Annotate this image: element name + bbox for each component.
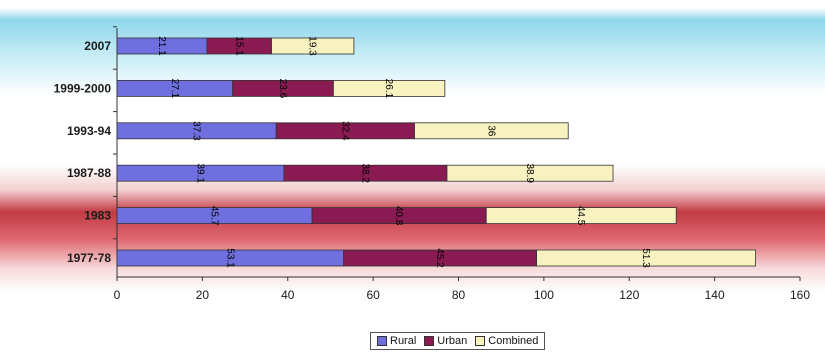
category-label: 1987-88 — [67, 166, 111, 180]
legend: Rural Urban Combined — [370, 332, 546, 350]
bar-combined — [485, 207, 677, 225]
data-label: 38.2 — [359, 163, 370, 183]
x-tick-label: 120 — [619, 288, 639, 302]
data-label: 53.1 — [224, 248, 235, 268]
x-tick-label: 0 — [114, 288, 121, 302]
data-label: 38.9 — [524, 163, 535, 183]
data-label: 19.3 — [307, 36, 318, 56]
data-label: 45.7 — [209, 206, 220, 226]
category-label: 2007 — [84, 39, 111, 53]
bar-combined — [414, 122, 569, 140]
data-label: 39.1 — [194, 163, 205, 183]
legend-label-combined: Combined — [488, 335, 539, 347]
legend-item-combined: Combined — [475, 335, 538, 347]
data-label: 45.2 — [434, 248, 445, 268]
category-label: 1983 — [84, 209, 111, 223]
legend-item-rural: Rural — [377, 335, 416, 347]
x-tick-label: 60 — [366, 288, 380, 302]
x-tick-label: 160 — [790, 288, 810, 302]
bar-combined — [446, 164, 614, 182]
data-label: 40.8 — [393, 206, 404, 226]
data-label: 51.3 — [640, 248, 651, 268]
data-label: 15.1 — [233, 36, 244, 56]
legend-label-urban: Urban — [437, 335, 468, 347]
data-label: 21.1 — [156, 36, 167, 56]
category-label: 1999-2000 — [54, 81, 112, 95]
data-label: 27.1 — [169, 79, 180, 99]
data-label: 36 — [485, 125, 496, 137]
x-tick-label: 80 — [452, 288, 466, 302]
legend-swatch-combined — [475, 336, 486, 346]
legend-item-urban: Urban — [424, 335, 467, 347]
data-label: 37.3 — [191, 121, 202, 141]
x-tick-label: 140 — [705, 288, 725, 302]
data-label: 23.6 — [277, 79, 288, 99]
data-label: 32.4 — [339, 121, 350, 141]
x-tick-label: 40 — [281, 288, 295, 302]
bar-combined — [271, 37, 355, 55]
category-label: 1977-78 — [67, 251, 111, 265]
x-tick-label: 100 — [534, 288, 554, 302]
legend-swatch-rural — [377, 336, 387, 346]
x-tick-label: 20 — [196, 288, 210, 302]
bar-combined — [536, 249, 757, 267]
legend-swatch-urban — [424, 336, 435, 346]
bar-combined — [333, 80, 446, 97]
data-label: 26.1 — [383, 79, 394, 99]
legend-label-rural: Rural — [390, 335, 417, 347]
data-label: 44.5 — [575, 206, 586, 226]
category-label: 1993-94 — [67, 124, 111, 138]
